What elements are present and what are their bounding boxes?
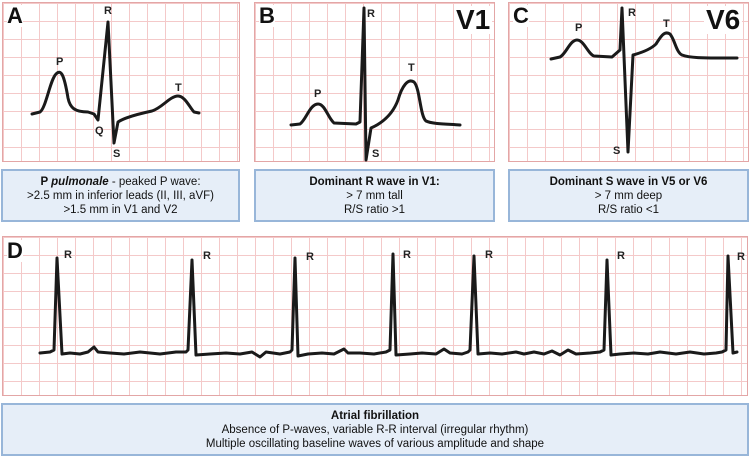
panel-b-p-label: P xyxy=(314,88,322,100)
panel-a-t-label: T xyxy=(175,82,182,94)
panel-c-lead-label: V6 xyxy=(704,4,743,35)
panel-d-r-label-3: R xyxy=(306,251,314,263)
panel-b-caption-line2: R/S ratio >1 xyxy=(343,203,406,216)
panel-d-r-label-2: R xyxy=(203,250,211,262)
panel-a-ecg-grid xyxy=(2,2,240,162)
panel-d-r-label-6: R xyxy=(617,250,625,262)
panel-d-caption-line2: Multiple oscillating baseline waves of v… xyxy=(205,437,545,450)
panel-a-caption-title: P pulmonale - peaked P wave: xyxy=(40,175,201,188)
panel-d-letter: D xyxy=(7,238,23,263)
panel-c-s-label: S xyxy=(613,145,621,157)
panel-b-caption-line1: > 7 mm tall xyxy=(346,189,403,202)
panel-a-letter: A xyxy=(7,3,23,28)
panel-b-caption-title: Dominant R wave in V1: xyxy=(309,175,440,188)
panel-d-r-label-7: R xyxy=(737,251,745,263)
panel-c-r-label: R xyxy=(628,7,636,19)
panel-a-q-label: Q xyxy=(95,125,104,137)
panel-a-caption: P pulmonale - peaked P wave: >2.5 mm in … xyxy=(1,169,240,222)
panel-d-r-label-5: R xyxy=(485,249,493,261)
panel-c-caption-title: Dominant S wave in V5 or V6 xyxy=(549,175,708,188)
panel-c-letter: C xyxy=(513,3,529,28)
panel-b-caption: Dominant R wave in V1: > 7 mm tall R/S r… xyxy=(254,169,495,222)
panel-c-caption-line1: > 7 mm deep xyxy=(594,189,663,202)
panel-c-caption-line2: R/S ratio <1 xyxy=(597,203,660,216)
panel-a-p-label: P xyxy=(56,56,64,68)
panel-b-s-label: S xyxy=(372,148,380,160)
panel-a-caption-line2: >1.5 mm in V1 and V2 xyxy=(63,203,178,216)
panel-d-r-label-4: R xyxy=(403,249,411,261)
panel-b-t-label: T xyxy=(408,62,415,74)
panel-d-caption: Atrial fibrillation Absence of P-waves, … xyxy=(1,403,749,456)
panel-c-p-label: P xyxy=(575,22,583,34)
panel-d-r-label-1: R xyxy=(64,249,72,261)
panel-d-caption-line1: Absence of P-waves, variable R-R interva… xyxy=(221,423,529,436)
panel-c-caption: Dominant S wave in V5 or V6 > 7 mm deep … xyxy=(508,169,749,222)
panel-d-ecg-grid xyxy=(2,236,748,396)
panel-a-s-label: S xyxy=(113,148,121,160)
panel-a-caption-line1: >2.5 mm in inferior leads (II, III, aVF) xyxy=(27,189,214,202)
panel-c-t-label: T xyxy=(663,18,670,30)
panel-a-r-label: R xyxy=(104,5,112,17)
panel-b-r-label: R xyxy=(367,8,375,20)
panel-b-letter: B xyxy=(259,3,275,28)
panel-b-lead-label: V1 xyxy=(454,4,493,35)
panel-d-caption-title: Atrial fibrillation xyxy=(330,409,420,422)
